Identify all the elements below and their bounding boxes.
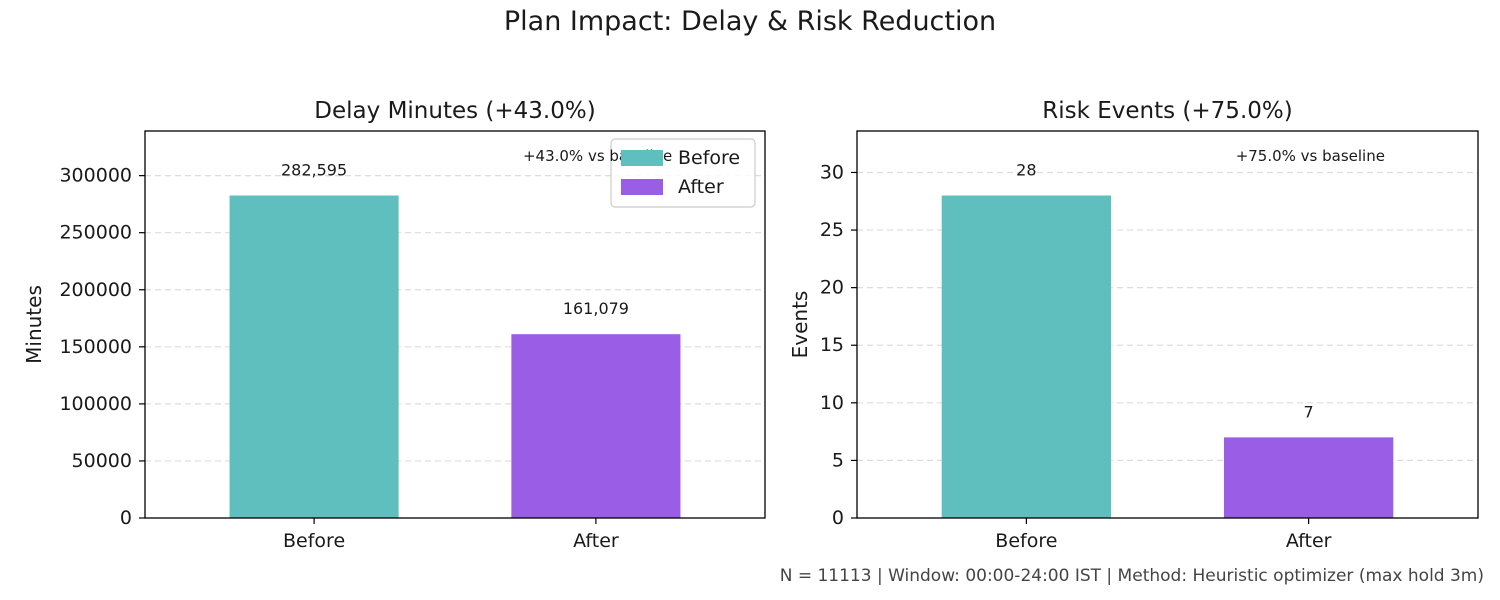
legend-label: After [678,176,724,198]
panel-title: Risk Events (+75.0%) [1042,98,1292,124]
bar-before [941,195,1112,518]
x-tick-label: Before [283,530,345,552]
x-tick-label: After [573,530,619,552]
y-tick-label: 20 [820,277,844,299]
footnote: N = 11113 | Window: 00:00-24:00 IST | Me… [779,566,1484,586]
y-tick-label: 30 [820,161,844,183]
chart-panel-1 [139,130,766,524]
legend-swatch-after [621,179,663,195]
panel-title: Delay Minutes (+43.0%) [314,98,595,124]
y-tick-label: 0 [832,507,844,529]
data-label: 28 [1016,161,1036,180]
legend-label: Before [678,147,740,169]
legend-swatch-before [621,150,663,166]
data-label: 161,079 [563,299,629,318]
bar-before [229,195,399,518]
figure-title: Plan Impact: Delay & Risk Reduction [503,6,997,37]
y-axis-label: Events [788,291,812,359]
data-label: 7 [1304,402,1314,421]
chart-panel-2 [851,130,1479,524]
y-tick-label: 10 [820,392,844,414]
data-label: 282,595 [281,161,347,180]
y-tick-label: 250000 [59,222,132,244]
y-tick-label: 100000 [59,393,132,415]
y-tick-label: 150000 [59,336,132,358]
y-tick-label: 15 [820,334,844,356]
y-tick-label: 300000 [59,165,132,187]
annotation-text: +75.0% vs baseline [1236,147,1385,165]
y-tick-label: 0 [120,507,132,529]
y-tick-label: 25 [820,219,844,241]
y-axis-label: Minutes [22,285,46,364]
y-tick-label: 200000 [59,279,132,301]
x-tick-label: After [1286,530,1332,552]
y-tick-label: 5 [832,449,844,471]
axes-frame [856,130,1479,519]
y-tick-label: 50000 [72,450,132,472]
x-tick-label: Before [995,530,1057,552]
axes-frame [144,130,766,519]
bar-after [1223,437,1394,518]
bar-after [511,334,681,518]
